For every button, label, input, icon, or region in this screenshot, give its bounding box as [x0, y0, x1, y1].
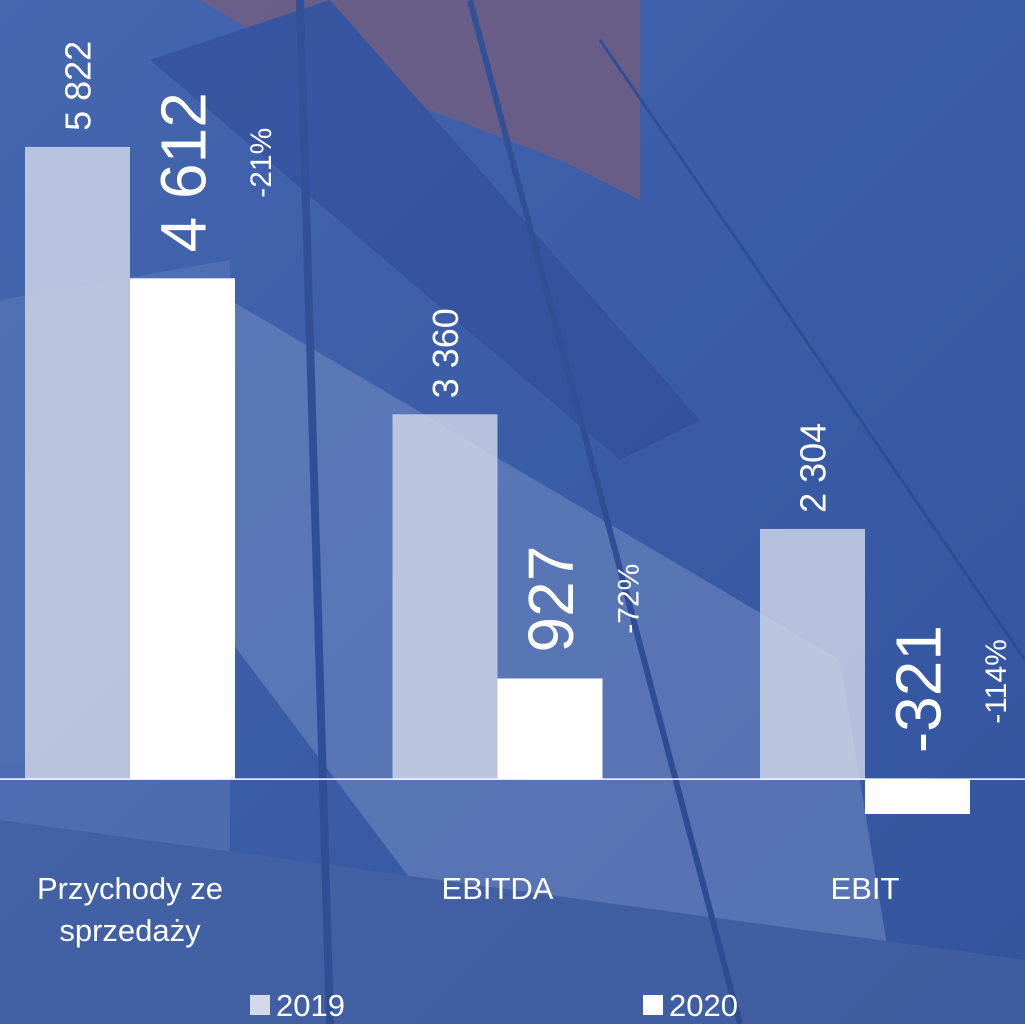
bar	[497, 678, 603, 780]
legend-swatch	[250, 995, 270, 1015]
bar	[760, 528, 865, 780]
legend-label: 2020	[669, 988, 738, 1023]
bar	[130, 278, 235, 780]
value-label: 5 822	[57, 41, 98, 131]
value-label: 927	[515, 546, 587, 653]
bar	[25, 146, 130, 780]
value-label: 3 360	[425, 308, 466, 398]
change-label: -114%	[980, 639, 1013, 724]
bar	[865, 779, 970, 814]
change-label: -72%	[613, 564, 646, 634]
category-label: Przychody ze sprzedaży	[37, 871, 223, 948]
category-label: EBITDA	[442, 871, 554, 906]
value-label: -321	[883, 625, 955, 753]
bar	[392, 414, 498, 780]
category-label: EBIT	[831, 871, 900, 906]
legend-swatch	[643, 995, 663, 1015]
value-label: 4 612	[148, 92, 220, 252]
legend-label: 2019	[276, 988, 345, 1023]
value-label: 2 304	[792, 423, 833, 513]
change-label: -21%	[245, 128, 278, 198]
